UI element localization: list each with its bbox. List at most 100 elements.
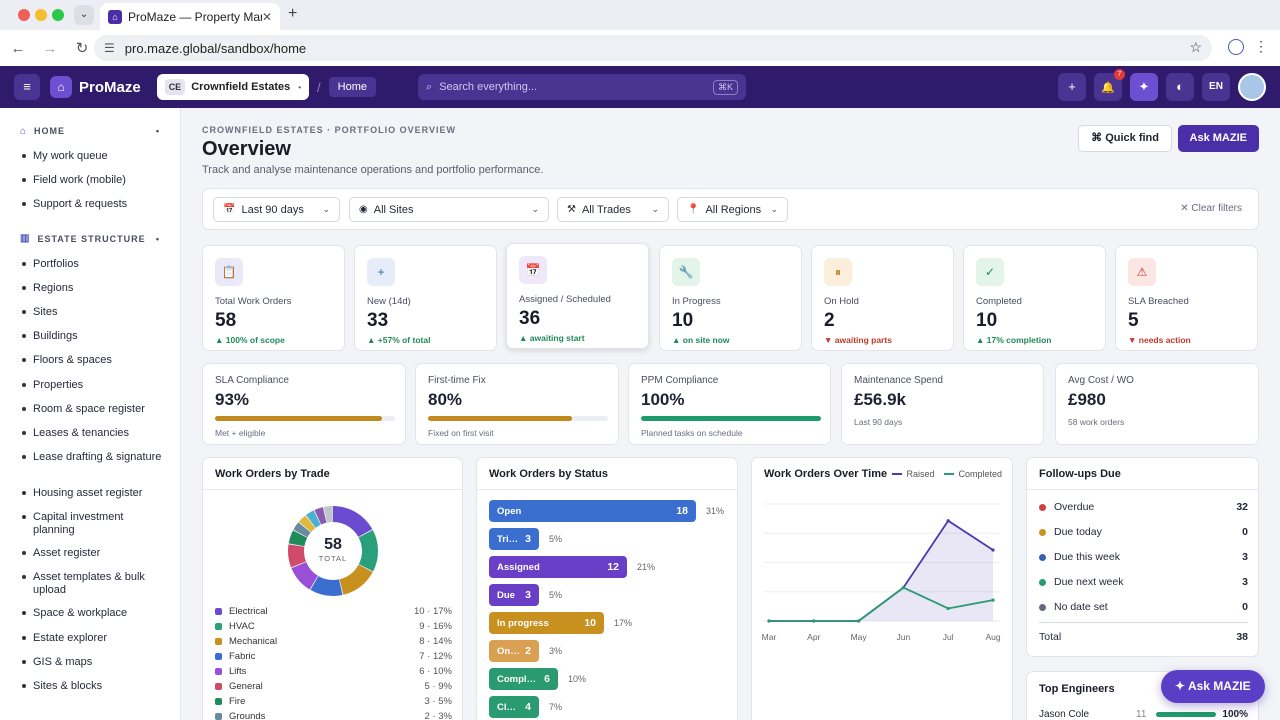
breadcrumb-home[interactable]: Home: [328, 77, 377, 97]
data-point-completed-apr[interactable]: [812, 619, 816, 623]
sidebar-item-regions[interactable]: Regions: [0, 277, 180, 301]
sidebar-item-estate-explorer[interactable]: Estate explorer: [0, 627, 180, 651]
metric-maintenance-spend[interactable]: Maintenance Spend £56.9k Last 90 days: [841, 363, 1044, 445]
user-avatar[interactable]: [1238, 73, 1266, 101]
sidebar-item-room-register[interactable]: Room & space register: [0, 398, 180, 422]
forward-button[interactable]: →: [42, 39, 58, 57]
browser-menu-icon[interactable]: ⋮: [1254, 38, 1268, 54]
status-row[interactable]: On hold 2 3%: [489, 640, 562, 662]
notifications-button[interactable]: 🔔 7: [1094, 69, 1125, 101]
kpi-new[interactable]: + New (14d) 33 ▲ +57% of total: [354, 245, 497, 351]
donut-slice-electrical[interactable]: [288, 506, 378, 596]
engineer-row[interactable]: Jason Cole 11 100%: [1039, 709, 1248, 720]
browser-tab[interactable]: ⌂ ProMaze — Property Managem ✕: [100, 3, 280, 30]
quick-find-button[interactable]: ⌘ Quick find: [1078, 125, 1172, 152]
sidebar-item-my-work-queue[interactable]: My work queue: [0, 145, 180, 169]
profile-icon[interactable]: [1228, 39, 1244, 55]
language-button[interactable]: EN: [1202, 73, 1230, 101]
data-point-raised-jul[interactable]: [946, 519, 950, 523]
status-row[interactable]: Open 18 31%: [489, 500, 724, 522]
sidebar-section-estate-structure[interactable]: ▥ ESTATE STRUCTURE •: [0, 230, 180, 248]
status-row[interactable]: Due 3 5%: [489, 584, 562, 606]
sidebar-item-portfolios[interactable]: Portfolios: [0, 253, 180, 277]
data-point-completed-mar[interactable]: [767, 619, 771, 623]
sidebar-item-leases[interactable]: Leases & tenancies: [0, 422, 180, 446]
address-bar[interactable]: ☰ pro.maze.global/sandbox/home ☆: [94, 35, 1212, 61]
sidebar-item-sites-blocks[interactable]: Sites & blocks: [0, 675, 180, 699]
data-point-completed-may[interactable]: [857, 619, 861, 623]
maximize-window-button[interactable]: [52, 9, 64, 21]
sidebar-section-home[interactable]: ⌂ HOME •: [0, 122, 180, 140]
status-row[interactable]: Assigned 12 21%: [489, 556, 655, 578]
ai-assistant-button[interactable]: ✦: [1130, 73, 1158, 101]
clear-filters-button[interactable]: ✕ Clear filters: [1180, 203, 1242, 214]
sidebar-item-properties[interactable]: Properties: [0, 374, 180, 398]
metric-first-time-fix[interactable]: First-time Fix 80% Fixed on first visit: [415, 363, 619, 445]
kpi-assigned-scheduled[interactable]: 📅 Assigned / Scheduled 36 ▲ awaiting sta…: [506, 243, 649, 349]
kpi-sla-breached[interactable]: ⚠ SLA Breached 5 ▼ needs action: [1115, 245, 1258, 351]
tab-title: ProMaze — Property Managem: [128, 9, 262, 24]
tab-search-button[interactable]: ⌄: [74, 5, 94, 25]
sidebar-item-capital-planning[interactable]: Capital investment planning: [0, 506, 180, 542]
data-point-raised-aug[interactable]: [991, 548, 995, 552]
minimize-window-button[interactable]: [35, 9, 47, 21]
followup-row-no-date[interactable]: No date set 0: [1039, 599, 1248, 615]
kpi-on-hold[interactable]: ⏸ On Hold 2 ▼ awaiting parts: [811, 245, 954, 351]
sidebar-item-gis-maps[interactable]: GIS & maps: [0, 651, 180, 675]
chart-legend: Raised Completed: [892, 469, 1002, 479]
data-point-completed-aug[interactable]: [991, 598, 995, 602]
sidebar-item-buildings[interactable]: Buildings: [0, 325, 180, 349]
create-button[interactable]: +: [1058, 73, 1086, 101]
kpi-completed[interactable]: ✓ Completed 10 ▲ 17% completion: [963, 245, 1106, 351]
ask-mazie-floating-button[interactable]: ✦ Ask MAZIE: [1161, 670, 1265, 703]
trades-select[interactable]: ⚒ All Trades ⌄: [557, 197, 669, 222]
sidebar-item-support[interactable]: Support & requests: [0, 193, 180, 217]
site-info-icon[interactable]: ☰: [104, 41, 115, 55]
donut-slice-hvac[interactable]: [288, 506, 378, 596]
data-point-completed-jul[interactable]: [946, 606, 950, 611]
status-row[interactable]: Triage 3 5%: [489, 528, 562, 550]
close-window-button[interactable]: [18, 9, 30, 21]
sidebar-item-asset-register[interactable]: Asset register: [0, 542, 180, 566]
trade-donut-chart: [288, 506, 378, 596]
kpi-total-work-orders[interactable]: 📋 Total Work Orders 58 ▲ 100% of scope: [202, 245, 345, 351]
metric-sla-compliance[interactable]: SLA Compliance 93% Met + eligible: [202, 363, 406, 445]
bullet-icon: [22, 575, 26, 580]
sidebar-item-field-work[interactable]: Field work (mobile): [0, 169, 180, 193]
donut-slice-general[interactable]: [288, 506, 378, 596]
sidebar-item-floors-spaces[interactable]: Floors & spaces: [0, 349, 180, 373]
theme-toggle-button[interactable]: ◐: [1166, 73, 1194, 101]
status-row[interactable]: In progress 10 17%: [489, 612, 632, 634]
new-tab-button[interactable]: +: [288, 5, 298, 22]
period-select[interactable]: 📅 Last 90 days ⌄: [213, 197, 340, 222]
sidebar-item-housing-register[interactable]: Housing asset register: [0, 482, 180, 506]
status-row[interactable]: Closed 4 7%: [489, 696, 562, 718]
ask-mazie-button[interactable]: Ask MAZIE: [1177, 125, 1259, 152]
followups-panel: Follow-ups Due Overdue 32 Due today 0 Due …: [1026, 457, 1259, 657]
metric-avg-cost[interactable]: Avg Cost / WO £980 58 work orders: [1055, 363, 1259, 445]
back-button[interactable]: ←: [10, 39, 26, 57]
metric-ppm-compliance[interactable]: PPM Compliance 100% Planned tasks on sch…: [628, 363, 831, 445]
followup-row-due-today[interactable]: Due today 0: [1039, 524, 1248, 540]
kpi-in-progress[interactable]: 🔧 In Progress 10 ▲ on site now: [659, 245, 802, 351]
sidebar-item-lease-drafting[interactable]: Lease drafting & signature: [0, 446, 180, 482]
sidebar-item-asset-templates[interactable]: Asset templates & bulk upload: [0, 566, 180, 602]
followup-row-due-next-week[interactable]: Due next week 3: [1039, 574, 1248, 590]
metric-label: First-time Fix: [428, 375, 486, 386]
menu-icon[interactable]: ≡: [14, 74, 40, 100]
sites-select[interactable]: ◉ All Sites ⌄: [349, 197, 549, 222]
regions-select[interactable]: 📍 All Regions ⌄: [677, 197, 788, 222]
estate-switcher[interactable]: CE Crownfield Estates •: [156, 74, 310, 100]
status-row[interactable]: Complete 6 10%: [489, 668, 586, 690]
data-point-completed-jun[interactable]: [901, 585, 905, 590]
tab-close-icon[interactable]: ✕: [261, 9, 272, 24]
bookmark-star-icon[interactable]: ☆: [1189, 39, 1202, 55]
global-search-input[interactable]: ⌕ Search everything... ⌘K: [418, 74, 747, 100]
sidebar-item-sites[interactable]: Sites: [0, 301, 180, 325]
followup-row-overdue[interactable]: Overdue 32: [1039, 499, 1248, 515]
time-chart-panel: Work Orders Over Time Raised Completed M…: [751, 457, 1013, 720]
sidebar-item-space-workplace[interactable]: Space & workplace: [0, 602, 180, 626]
reload-button[interactable]: ↻: [75, 40, 89, 57]
followup-row-due-this-week[interactable]: Due this week 3: [1039, 549, 1248, 565]
donut-slice-fabric[interactable]: [288, 506, 378, 596]
